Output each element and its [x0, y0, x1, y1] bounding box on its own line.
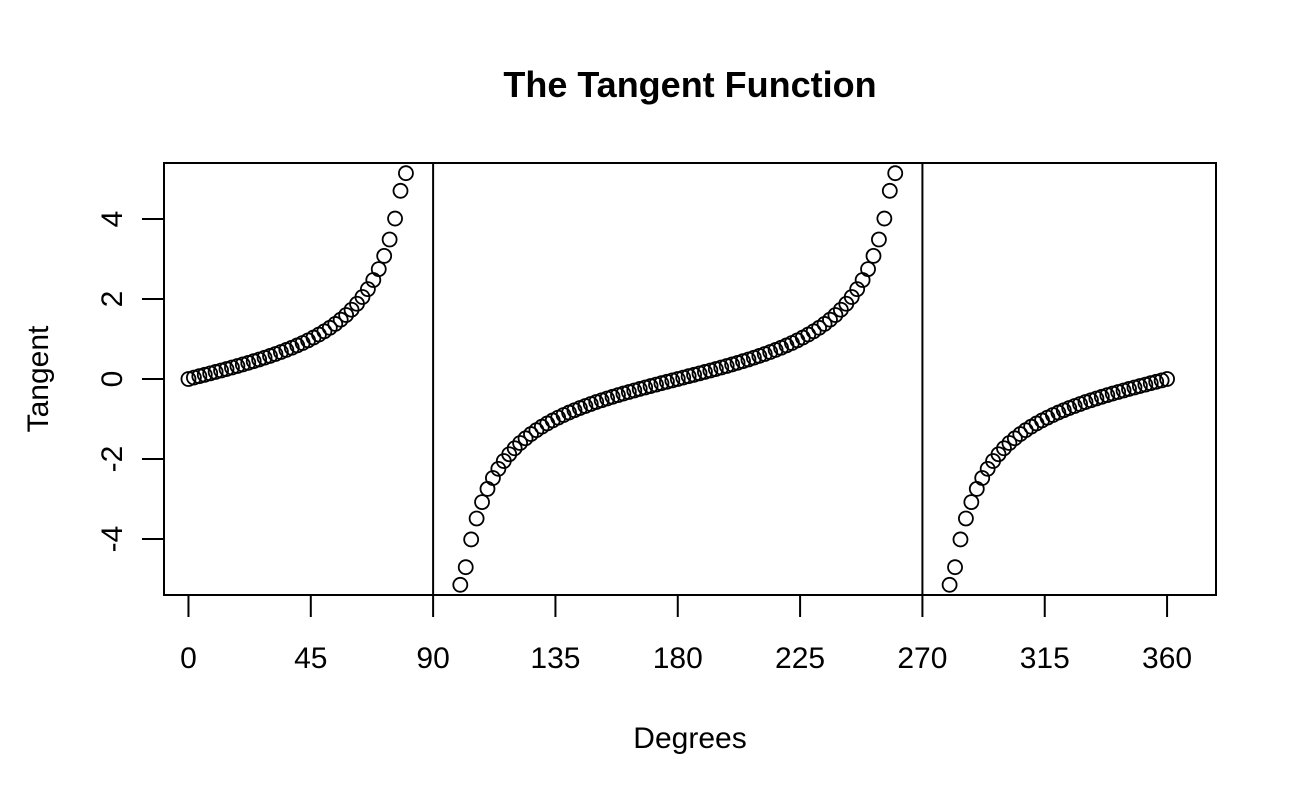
data-point — [996, 440, 1012, 457]
data-point — [849, 281, 866, 298]
data-points — [180, 165, 1175, 593]
y-tick-label: 2 — [96, 291, 129, 308]
x-tick-label: 45 — [294, 642, 327, 675]
data-point — [452, 576, 469, 593]
data-point — [512, 435, 529, 451]
data-point — [338, 307, 355, 323]
data-point — [506, 440, 523, 457]
y-tick-label: 0 — [96, 371, 129, 388]
x-tick-label: 360 — [1142, 642, 1192, 675]
data-point — [376, 247, 393, 264]
data-point — [941, 576, 958, 593]
y-axis-label: Tangent — [22, 325, 55, 432]
data-point — [865, 247, 882, 264]
chart-title: The Tangent Function — [503, 64, 876, 105]
data-point — [479, 480, 496, 497]
data-point — [517, 430, 534, 447]
data-point — [468, 510, 485, 527]
data-point — [827, 307, 844, 323]
data-point — [463, 531, 480, 548]
x-tick-label: 135 — [530, 642, 580, 675]
data-point — [887, 165, 904, 182]
data-point — [485, 470, 501, 486]
data-point — [381, 231, 398, 248]
data-point — [387, 210, 403, 227]
data-point — [359, 281, 376, 298]
x-tick-label: 315 — [1020, 642, 1070, 675]
data-point — [474, 494, 490, 511]
data-point — [370, 261, 387, 278]
x-tick-label: 180 — [653, 642, 703, 675]
data-point — [332, 311, 349, 328]
data-point — [952, 531, 969, 548]
x-tick-label: 90 — [416, 642, 449, 675]
x-axis: 0 45 90 135 180 225 270 315 360 — [180, 594, 1192, 675]
y-tick-label: -4 — [96, 526, 129, 553]
data-point — [1159, 371, 1175, 387]
data-point — [860, 261, 876, 278]
data-point — [968, 480, 985, 497]
x-tick-label: 0 — [180, 642, 197, 675]
x-axis-label: Degrees — [633, 722, 746, 755]
data-point — [392, 182, 409, 199]
data-point — [327, 316, 344, 332]
data-point — [958, 510, 974, 527]
vertical-lines — [432, 163, 924, 595]
y-axis: -4 -2 0 2 4 — [96, 211, 165, 553]
data-point — [398, 165, 414, 182]
data-point — [871, 231, 887, 248]
data-point — [974, 470, 991, 486]
data-point — [876, 210, 893, 227]
data-point — [1001, 435, 1018, 451]
data-point — [843, 289, 860, 305]
x-tick-label: 270 — [897, 642, 947, 675]
data-point — [822, 311, 838, 328]
y-tick-label: -2 — [96, 446, 129, 473]
data-point — [881, 182, 898, 199]
data-point — [816, 316, 833, 332]
data-point — [1006, 430, 1023, 447]
data-point — [354, 289, 371, 305]
x-tick-label: 225 — [775, 642, 825, 675]
data-point — [947, 559, 963, 576]
data-point — [457, 559, 474, 576]
y-tick-label: 4 — [96, 211, 129, 228]
data-point — [963, 494, 980, 511]
data-point — [979, 460, 996, 477]
data-point — [490, 460, 507, 477]
